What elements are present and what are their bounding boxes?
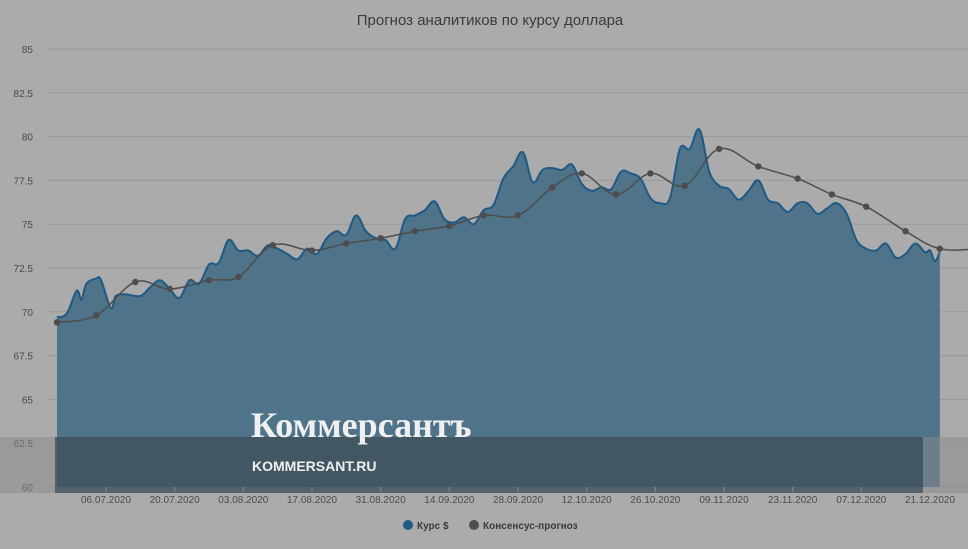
consensus-point[interactable] xyxy=(343,240,350,247)
consensus-point[interactable] xyxy=(936,245,943,252)
x-axis-ticks: 06.07.2020 20.07.2020 03.08.2020 17.08.2020… xyxy=(81,487,955,506)
series-layer xyxy=(53,128,968,487)
y-tick-label: 70 xyxy=(22,308,34,319)
y-tick-label: 77.5 xyxy=(14,176,34,187)
consensus-point[interactable] xyxy=(269,242,276,249)
consensus-point[interactable] xyxy=(166,285,173,293)
y-tick-label: 85 xyxy=(22,45,34,56)
x-tick-label: 03.08.2020 xyxy=(218,495,268,506)
consensus-point[interactable] xyxy=(715,145,723,153)
consensus-point[interactable] xyxy=(411,228,419,235)
legend-label: Курс $ xyxy=(417,521,449,532)
legend-label: Консенсус-прогноз xyxy=(483,521,578,532)
legend-marker xyxy=(469,520,479,530)
consensus-point[interactable] xyxy=(308,247,316,254)
consensus-point[interactable] xyxy=(549,184,556,191)
x-tick-label: 26.10.2020 xyxy=(630,495,680,506)
consensus-point[interactable] xyxy=(863,203,870,210)
x-tick-label: 23.11.2020 xyxy=(768,495,818,506)
y-tick-label: 75 xyxy=(22,220,34,231)
consensus-point[interactable] xyxy=(235,273,242,280)
consensus-point[interactable] xyxy=(794,175,801,182)
series-line-usd xyxy=(56,128,941,319)
consensus-point[interactable] xyxy=(514,212,522,219)
consensus-point[interactable] xyxy=(755,163,762,170)
consensus-point[interactable] xyxy=(612,191,620,198)
x-tick-label: 07.12.2020 xyxy=(836,495,886,506)
legend[interactable]: Курс $ Консенсус-прогноз xyxy=(403,520,578,532)
consensus-point[interactable] xyxy=(480,212,487,219)
legend-item-consensus[interactable]: Консенсус-прогноз xyxy=(469,520,578,532)
consensus-point[interactable] xyxy=(828,191,836,198)
consensus-point[interactable] xyxy=(578,170,585,177)
watermark-band xyxy=(55,437,923,493)
consensus-point[interactable] xyxy=(377,235,384,242)
series-area-usd-fill xyxy=(57,129,940,487)
x-tick-label: 21.12.2020 xyxy=(905,495,955,506)
chart-title: Прогноз аналитиков по курсу доллара xyxy=(357,12,624,29)
consensus-point[interactable] xyxy=(681,182,688,189)
watermark-band-right xyxy=(923,437,968,493)
consensus-point[interactable] xyxy=(446,222,453,230)
consensus-point[interactable] xyxy=(647,170,654,177)
y-tick-label: 65 xyxy=(22,395,34,406)
consensus-point[interactable] xyxy=(902,228,909,235)
x-tick-label: 06.07.2020 xyxy=(81,495,131,506)
y-tick-label: 67.5 xyxy=(14,352,34,363)
x-tick-label: 09.11.2020 xyxy=(699,495,749,506)
x-tick-label: 20.07.2020 xyxy=(150,495,200,506)
legend-item-usd[interactable]: Курс $ xyxy=(403,520,449,532)
y-tick-label: 72.5 xyxy=(14,264,34,275)
x-tick-label: 17.08.2020 xyxy=(287,495,337,506)
x-tick-label: 14.09.2020 xyxy=(424,495,474,506)
legend-marker xyxy=(403,520,413,530)
x-tick-label: 31.08.2020 xyxy=(356,495,406,506)
watermark-url: KOMMERSANT.RU xyxy=(252,458,376,474)
consensus-point[interactable] xyxy=(132,278,139,286)
y-tick-label: 82.5 xyxy=(14,89,34,100)
x-tick-label: 12.10.2020 xyxy=(562,495,612,506)
consensus-point[interactable] xyxy=(53,319,61,326)
consensus-point[interactable] xyxy=(93,312,100,319)
watermark-band-left xyxy=(0,437,55,493)
y-tick-label: 80 xyxy=(22,133,34,144)
watermark: Коммерсантъ KOMMERSANT.RU xyxy=(0,405,968,493)
consensus-point[interactable] xyxy=(205,277,213,284)
x-tick-label: 28.09.2020 xyxy=(493,495,543,506)
watermark-brand: Коммерсантъ xyxy=(251,405,472,445)
